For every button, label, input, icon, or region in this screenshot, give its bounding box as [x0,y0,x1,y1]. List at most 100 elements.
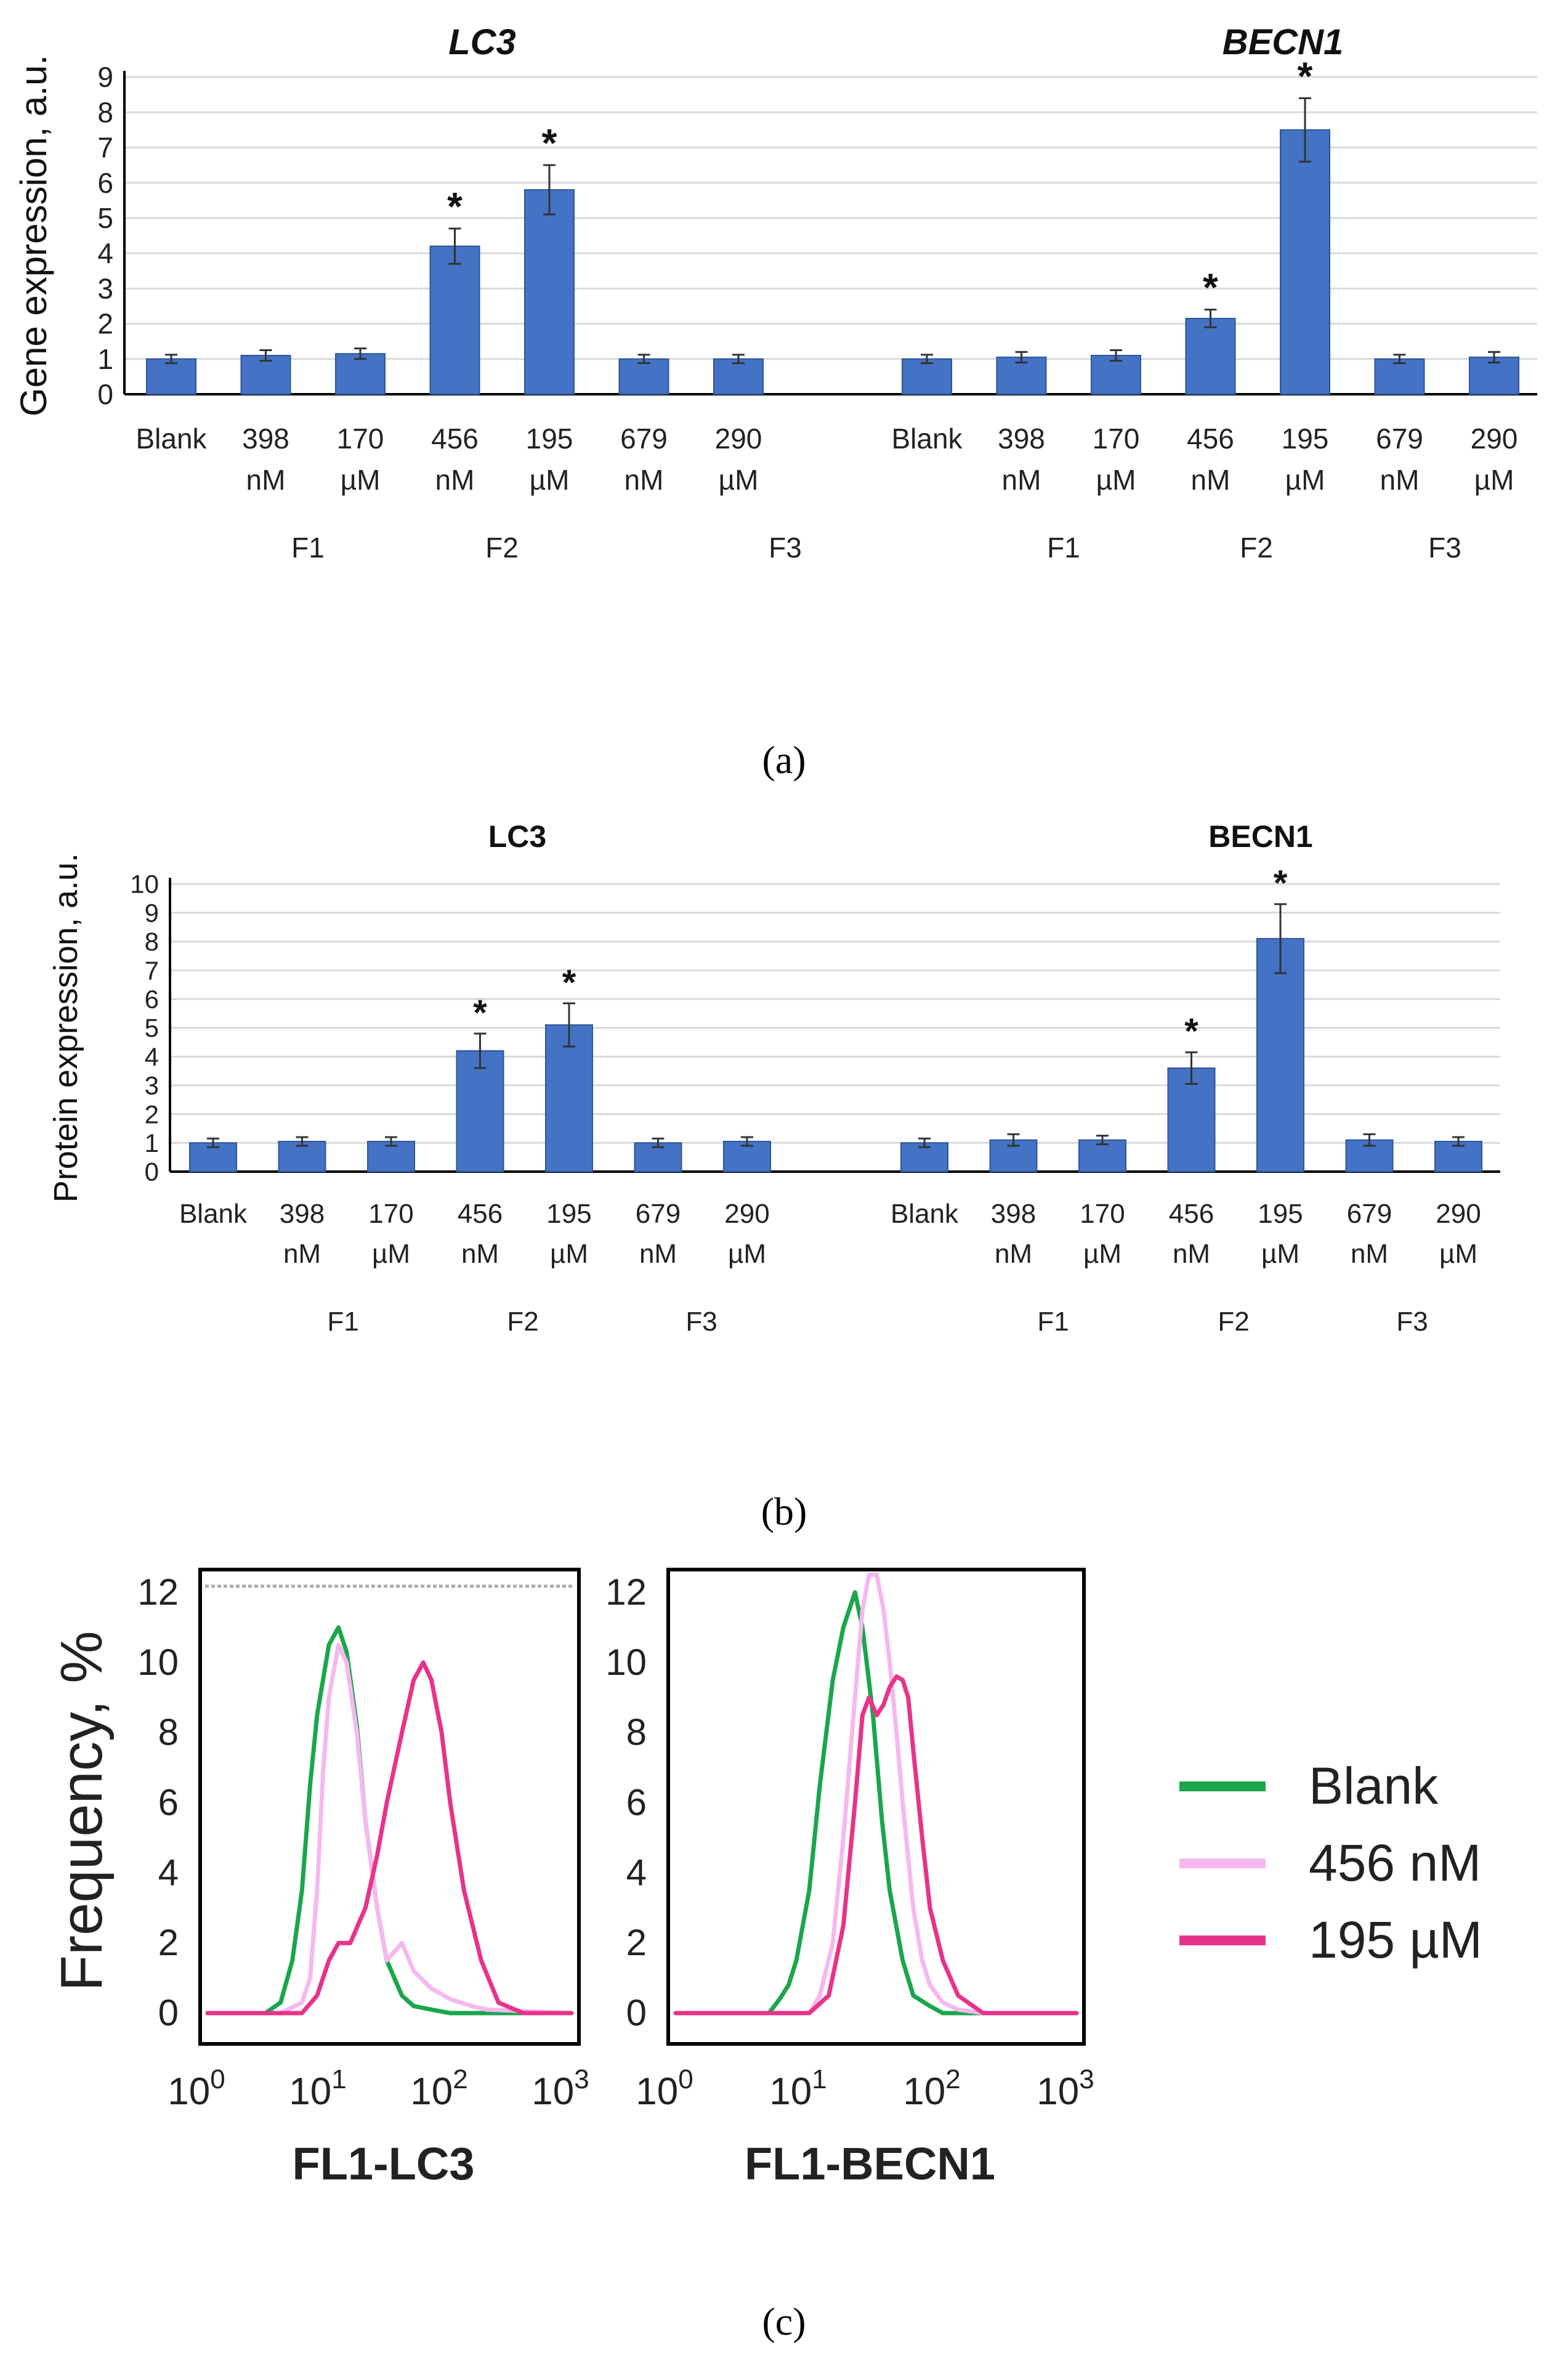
category-unit-label: µM [1096,464,1136,496]
significance-star: * [542,121,557,165]
category-label: 290 [1471,423,1518,455]
y-tick-label: 4 [97,237,113,269]
category-label: 679 [620,423,668,455]
plot-frame [666,1568,1086,2046]
category-label: Blank [891,1199,959,1229]
bar [902,358,952,395]
category-label: 290 [715,423,762,455]
y-tick-label: 3 [145,1071,159,1100]
significance-star: * [1203,265,1218,310]
x-tick-label: 101 [289,2064,346,2113]
y-tick-label: 6 [158,1782,179,1823]
subgroup-label: F2 [1240,532,1273,564]
y-axis-title: Gene expression, a.u. [13,55,54,416]
category-unit-label: nM [639,1239,677,1269]
significance-star: * [1298,54,1313,98]
y-tick-label: 8 [626,1712,647,1753]
y-axis-title: Frequency, % [49,1631,115,1991]
y-tick-label: 10 [605,1642,647,1683]
x-tick-label: 100 [168,2064,225,2113]
panel-label-a: (a) [762,738,806,782]
category-label: 398 [280,1199,325,1229]
histogram-series-line [673,1573,1079,2016]
y-tick-label: 6 [626,1782,647,1823]
category-label: 290 [1436,1199,1481,1229]
x-tick-label: 103 [1037,2064,1094,2113]
category-label: 398 [991,1199,1036,1229]
y-tick-label: 9 [97,61,113,93]
x-tick-label: 103 [531,2064,589,2113]
significance-star: * [473,993,487,1033]
category-label: 170 [337,423,384,455]
histogram-series-line [205,1642,574,2016]
legend-label: Blank [1309,1757,1439,1815]
category-unit-label: nM [995,1239,1032,1269]
subgroup-label: F3 [769,532,802,564]
y-tick-label: 4 [145,1042,159,1071]
category-label: 398 [998,423,1045,455]
group-title: LC3 [448,22,516,62]
category-unit-label: µM [372,1239,410,1269]
significance-star: * [1184,1011,1198,1052]
subgroup-label: F1 [1047,532,1080,564]
group-title: BECN1 [1208,819,1312,854]
category-label: 456 [1187,423,1234,455]
y-tick-label: 12 [605,1571,647,1613]
subgroup-label: F3 [1396,1307,1428,1337]
plot-frame [198,1568,581,2046]
bar [456,1050,504,1172]
x-tick-label: 102 [903,2064,960,2113]
y-tick-label: 6 [97,167,113,199]
panel-label-c: (c) [762,2300,806,2343]
subgroup-label: F2 [507,1307,538,1337]
y-tick-label: 7 [145,956,159,985]
category-label: 170 [1080,1199,1125,1229]
x-axis-title: FL1-LC3 [293,2138,475,2189]
x-tick-label: 101 [769,2064,826,2113]
category-label: Blank [135,423,207,455]
category-unit-label: µM [341,464,381,496]
y-tick-label: 2 [158,1922,179,1963]
bar [1374,358,1425,395]
significance-star: * [447,184,463,229]
category-label: 456 [431,423,479,455]
category-label: 195 [1282,423,1329,455]
category-unit-label: nM [435,464,475,496]
subgroup-label: F1 [1037,1307,1069,1337]
category-label: 195 [1258,1199,1303,1229]
x-axis-title: FL1-BECN1 [745,2138,995,2189]
category-label: Blank [179,1199,248,1229]
bar [1256,938,1304,1172]
y-tick-label: 2 [97,308,113,340]
category-label: 679 [1376,423,1423,455]
y-tick-label: 5 [97,202,113,234]
y-tick-label: 0 [145,1157,159,1186]
y-tick-label: 9 [145,898,159,927]
category-label: 456 [458,1199,503,1229]
bar [335,353,386,395]
bar [1185,317,1236,395]
category-unit-label: nM [1351,1239,1388,1269]
category-unit-label: nM [1380,464,1420,496]
y-tick-label: 5 [145,1013,159,1042]
bar [1078,1139,1126,1173]
category-label: 398 [242,423,289,455]
category-label: 195 [526,423,573,455]
x-tick-label: 102 [410,2064,467,2113]
y-tick-label: 0 [158,1992,179,2033]
category-label: 456 [1169,1199,1214,1229]
x-tick-label: 100 [636,2064,693,2113]
bar [429,245,480,395]
legend: Blank 456 nM 195 µM [1179,1757,1482,1969]
subgroup-label: F3 [685,1307,717,1337]
legend-label: 456 nM [1309,1834,1481,1892]
category-unit-label: µM [1439,1239,1477,1269]
y-tick-label: 2 [626,1922,647,1963]
category-label: 290 [724,1199,769,1229]
y-tick-label: 8 [97,96,113,128]
bar [713,358,764,395]
category-unit-label: µM [1474,464,1514,496]
category-unit-label: µM [550,1239,588,1269]
